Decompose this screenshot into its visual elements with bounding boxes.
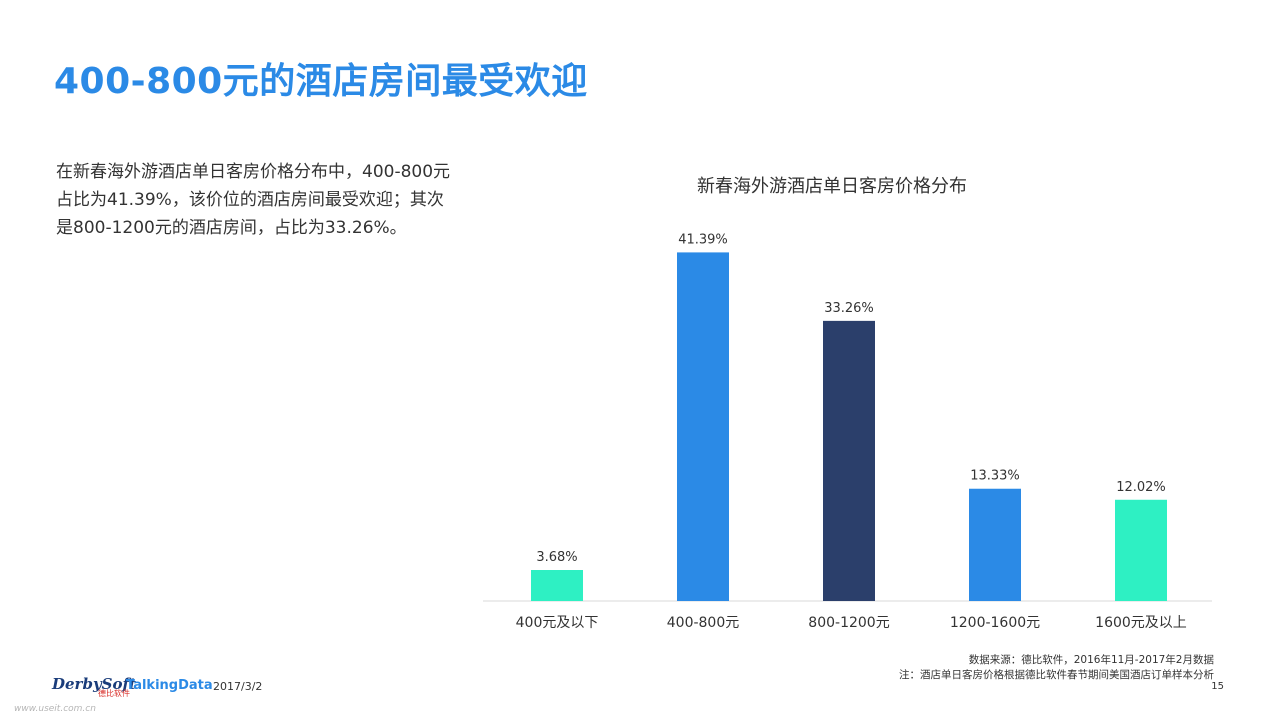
page-number: 15 [1211,681,1224,692]
derbysoft-logo: DerbySoft [52,675,136,693]
bar-0 [531,570,583,601]
bar-1 [677,252,729,601]
data-label-1: 41.39% [678,232,728,247]
source-note: 数据来源：德比软件，2016年11月-2017年2月数据 注：酒店单日客房价格根… [899,653,1214,683]
data-label-0: 3.68% [536,550,577,565]
category-label-4: 1600元及以上 [1095,615,1187,631]
talkingdata-logo: TalkingData [126,678,213,693]
data-label-2: 33.26% [824,301,874,316]
category-label-0: 400元及以下 [516,615,599,631]
category-label-2: 800-1200元 [808,615,889,631]
bar-2 [823,320,875,601]
bar-3 [969,488,1021,601]
bar-chart: 3.68% 400元及以下 41.39% 400-800元 33.26% 800-1200… [483,232,1212,631]
category-label-1: 400-800元 [667,615,740,631]
footer-date: 2017/3/2 [213,680,263,693]
chart-title: 新春海外游酒店单日客房价格分布 [697,176,967,197]
derbysoft-logo-sub: 德比软件 [98,689,130,698]
page-title: 400-800元的酒店房间最受欢迎 [54,61,588,102]
watermark: www.useit.com.cn [14,704,96,714]
data-label-3: 13.33% [970,469,1020,484]
source-line: 数据来源：德比软件，2016年11月-2017年2月数据 [968,654,1214,666]
description-text: 在新春海外游酒店单日客房价格分布中，400-800元占比为41.39%，该价位的… [56,162,451,238]
category-label-3: 1200-1600元 [950,615,1040,631]
data-label-4: 12.02% [1116,480,1166,495]
bar-4 [1115,499,1167,601]
note-line: 注：酒店单日客房价格根据德比软件春节期间美国酒店订单样本分析 [899,669,1214,681]
